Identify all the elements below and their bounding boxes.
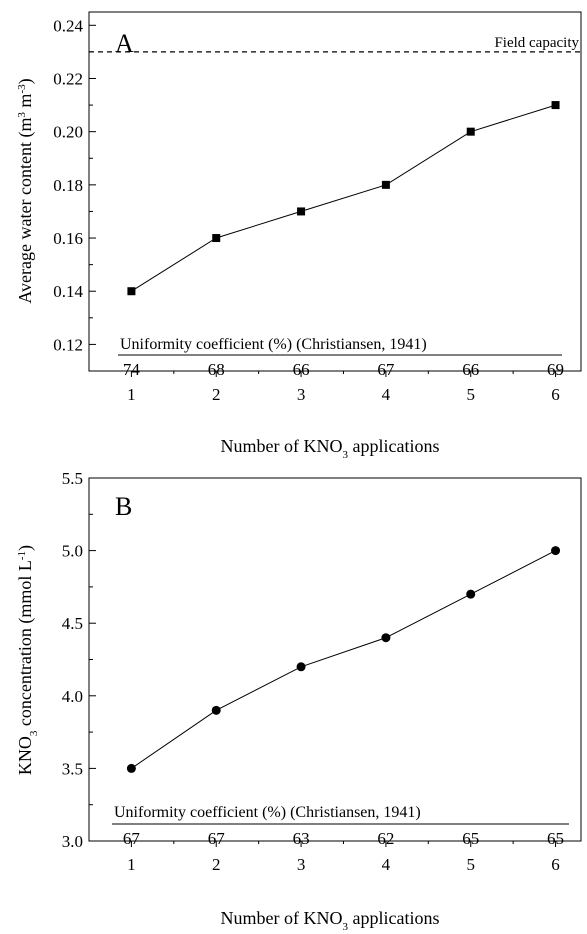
x-axis-ticks-a: 1 2 3 4 5 6 (127, 371, 560, 404)
y-tick-label-a-0: 0.12 (53, 335, 83, 354)
uniformity-value-a-5: 69 (547, 360, 564, 379)
data-point-b-2 (296, 662, 306, 672)
data-point-a-1 (212, 234, 221, 243)
x-tick-label-b-2: 3 (297, 855, 306, 874)
panel-a: A 0.12 0.14 0.16 0.18 0.20 0.22 0.24 1 2 3 4 5 6 Fi… (15, 11, 582, 461)
uniformity-value-b-1: 67 (208, 829, 226, 848)
series-line-a (131, 104, 556, 292)
data-point-a-0 (127, 287, 136, 296)
data-point-b-3 (381, 633, 391, 643)
x-tick-label-a-4: 5 (466, 385, 475, 404)
uniformity-value-a-0: 74 (123, 360, 141, 379)
data-point-a-4 (466, 127, 475, 136)
y-tick-label-b-4: 5.0 (62, 542, 83, 561)
field-capacity-label: Field capacity (494, 35, 579, 51)
uniformity-value-b-3: 62 (377, 829, 394, 848)
uniformity-value-a-3: 67 (377, 360, 395, 379)
uniformity-label-b: Uniformity coefficient (%) (Christiansen… (114, 804, 421, 821)
x-tick-label-b-0: 1 (127, 855, 136, 874)
y-tick-label-b-3: 4.5 (62, 614, 83, 633)
y-tick-label-b-5: 5.5 (62, 469, 83, 488)
panel-label-b: B (115, 492, 132, 521)
x-tick-label-a-2: 3 (297, 385, 306, 404)
uniformity-value-b-4: 65 (462, 829, 479, 848)
uniformity-value-a-1: 68 (208, 360, 225, 379)
data-point-a-2 (297, 207, 306, 216)
data-point-b-4 (466, 589, 476, 599)
y-tick-label-a-5: 0.22 (53, 69, 83, 88)
data-point-a-5 (551, 101, 560, 110)
panel-label-a: A (115, 29, 134, 58)
uniformity-value-b-2: 63 (293, 829, 310, 848)
uniformity-value-a-2: 66 (293, 360, 310, 379)
plot-frame-a (88, 11, 582, 372)
x-tick-label-b-3: 4 (382, 855, 391, 874)
data-point-b-0 (126, 763, 136, 773)
y-tick-label-a-4: 0.20 (53, 123, 83, 142)
uniformity-label-a: Uniformity coefficient (%) (Christiansen… (120, 336, 427, 353)
y-axis-ticks-b: 3.0 3.5 4.0 4.5 5.0 5.5 (62, 469, 96, 851)
x-tick-label-b-5: 6 (551, 855, 560, 874)
x-axis-ticks-b: 1 2 3 4 5 6 (127, 841, 560, 874)
x-tick-label-a-5: 6 (551, 385, 560, 404)
y-tick-label-a-6: 0.24 (53, 16, 83, 35)
x-axis-label-b: Number of KNO3 applications (221, 908, 440, 933)
uniformity-values-a: 74 68 66 67 66 69 (123, 360, 564, 379)
y-tick-label-a-3: 0.18 (53, 176, 83, 195)
data-point-b-5 (551, 546, 561, 556)
y-axis-ticks-a: 0.12 0.14 0.16 0.18 0.20 0.22 0.24 (53, 16, 96, 354)
uniformity-value-b-5: 65 (547, 829, 564, 848)
series-markers-b (126, 546, 561, 773)
uniformity-values-b: 67 67 63 62 65 65 (123, 829, 564, 848)
data-point-b-1 (211, 705, 221, 715)
x-tick-label-a-0: 1 (127, 385, 136, 404)
series-line-b (131, 550, 556, 769)
data-point-a-3 (381, 180, 390, 189)
y-tick-label-a-2: 0.16 (53, 229, 83, 248)
y-tick-label-b-1: 3.5 (62, 759, 83, 778)
series-markers-a (127, 101, 560, 296)
uniformity-value-a-4: 66 (462, 360, 479, 379)
y-tick-label-a-1: 0.14 (53, 282, 83, 301)
y-tick-label-b-0: 3.0 (62, 832, 83, 851)
x-axis-label-a: Number of KNO3 applications (221, 436, 440, 461)
uniformity-value-b-0: 67 (123, 829, 141, 848)
x-tick-label-b-1: 2 (212, 855, 221, 874)
x-tick-label-a-1: 2 (212, 385, 221, 404)
y-axis-label-b: KNO3 concentration (mmol L-1) (15, 545, 40, 775)
y-tick-label-b-2: 4.0 (62, 687, 83, 706)
x-tick-label-a-3: 4 (382, 385, 391, 404)
panel-b: B 3.0 3.5 4.0 4.5 5.0 5.5 1 2 3 4 5 6 Uniformity c… (15, 469, 582, 933)
plot-frame-b (88, 477, 582, 842)
y-axis-label-a: Average water content (m3 m-3) (15, 78, 36, 303)
x-tick-label-b-4: 5 (466, 855, 475, 874)
